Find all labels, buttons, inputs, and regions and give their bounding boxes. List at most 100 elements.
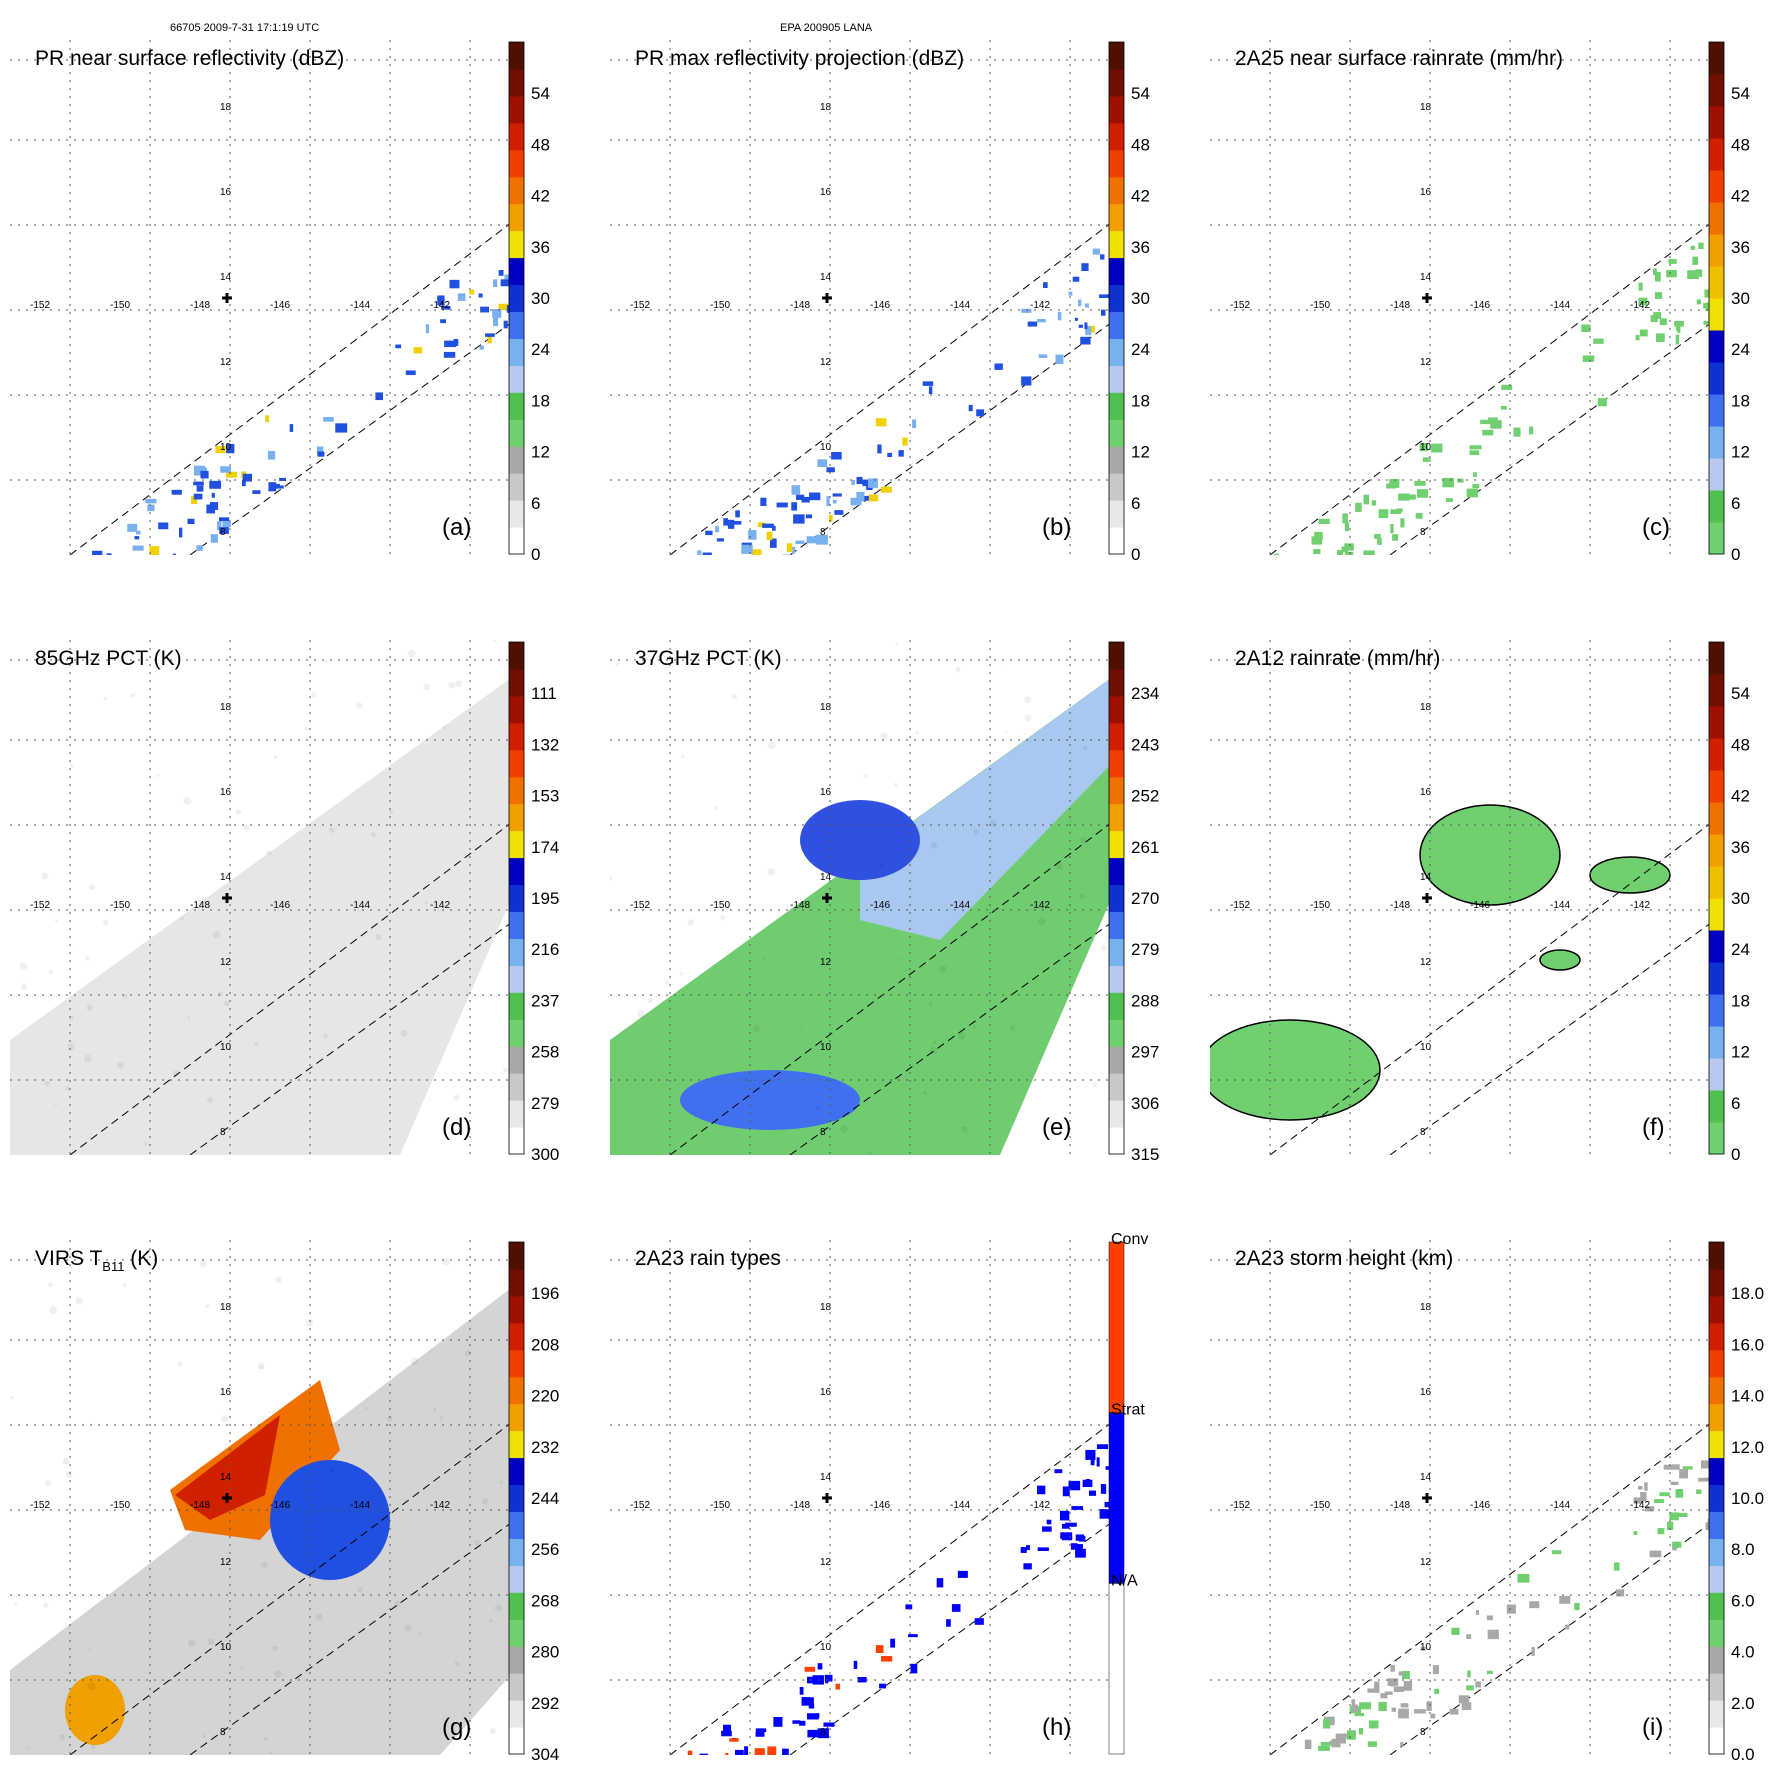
lat-tick-label: 8 xyxy=(1420,527,1426,538)
echo-cell xyxy=(1466,1685,1474,1691)
echo-cell xyxy=(1469,445,1482,450)
texture-dot xyxy=(957,1031,966,1040)
echo-cell xyxy=(1698,1477,1710,1482)
echo-cell xyxy=(1674,321,1684,327)
colorbar-tick-label: 12.0 xyxy=(1731,1438,1764,1457)
storm-center-cross xyxy=(222,293,232,303)
colorbar-frame xyxy=(508,641,525,1155)
echo-cell xyxy=(828,514,833,522)
colorbar-segment xyxy=(509,68,524,97)
texture-dot xyxy=(273,755,278,759)
colorbar-tick-label: 14.0 xyxy=(1731,1387,1764,1406)
echo-cell xyxy=(1078,299,1082,307)
texture-dot xyxy=(442,1258,450,1266)
echo-cell xyxy=(1414,1709,1426,1714)
echo-cell xyxy=(1700,1460,1710,1469)
colorbar-segment xyxy=(1109,419,1124,447)
texture-dot xyxy=(503,1067,508,1073)
colorbar-tick-label: 0 xyxy=(1131,545,1140,564)
echo-cell xyxy=(457,293,466,301)
echo-cell xyxy=(1021,308,1032,313)
colorbar-segment xyxy=(1709,834,1724,867)
echo-cell xyxy=(801,496,810,503)
echo-cell xyxy=(206,504,216,514)
echo-cell xyxy=(171,489,182,495)
echo-cell xyxy=(1061,1535,1073,1541)
echo-cell xyxy=(1692,256,1699,265)
echo-cell xyxy=(1099,294,1111,299)
texture-dot xyxy=(1048,974,1051,978)
colorbar-segment xyxy=(1709,1673,1724,1701)
colorbar-frame xyxy=(1708,641,1725,1155)
panel-content xyxy=(610,643,1115,1155)
echo-cell xyxy=(480,306,489,313)
echo-cell xyxy=(1055,354,1064,364)
lon-tick-label: -142 xyxy=(1630,300,1650,311)
colorbar-segment xyxy=(1709,1242,1724,1270)
echo-cell xyxy=(1371,500,1377,506)
echo-cell xyxy=(210,534,218,543)
echo-cell xyxy=(792,1720,801,1724)
colorbar-tick-label: Strat xyxy=(1111,1402,1145,1419)
echo-cell xyxy=(135,530,141,535)
lon-tick-label: -144 xyxy=(950,900,970,911)
echo-cell xyxy=(1100,254,1105,260)
colorbar-segment xyxy=(509,1673,524,1701)
echo-cell xyxy=(1367,1741,1377,1747)
colorbar-segment xyxy=(1709,738,1724,771)
colorbar-tick-label: 6 xyxy=(1131,494,1140,513)
echo-cell xyxy=(187,518,195,524)
swath-edge-line xyxy=(789,919,1115,1155)
swath-edge-line xyxy=(1389,1519,1715,1755)
panel-title: 2A23 storm height (km) xyxy=(1235,1247,1453,1270)
colorbar-tick-label: 30 xyxy=(531,289,550,308)
texture-dot xyxy=(863,773,868,779)
echo-cell xyxy=(1472,484,1480,489)
colorbar-segment xyxy=(509,1242,524,1270)
echo-cell xyxy=(817,459,828,468)
colorbar-segment xyxy=(1709,1295,1724,1324)
colorbar-tick-label: 0 xyxy=(531,545,540,564)
echo-cell xyxy=(279,477,287,481)
colorbar-tick-label: 12 xyxy=(1131,443,1150,462)
colorbar-segment xyxy=(1709,362,1724,395)
colorbar-segment xyxy=(1109,695,1124,724)
echo-cell xyxy=(1469,450,1480,456)
panel-a: -152 -150 -148 -146 -144 -142 8 10 12 14 16 18 PR ne… xyxy=(10,40,550,564)
texture-dot xyxy=(274,1276,282,1284)
colorbar-tick-label: 252 xyxy=(1131,787,1159,806)
texture-dot xyxy=(86,1004,94,1012)
texture-dot xyxy=(895,643,898,646)
echo-cell xyxy=(504,274,512,284)
texture-dot xyxy=(41,872,49,880)
texture-dot xyxy=(122,1283,127,1287)
echo-cell xyxy=(727,519,735,529)
echo-cell xyxy=(705,530,713,536)
echo-cell xyxy=(850,497,862,506)
echo-cell xyxy=(437,295,445,306)
echo-cell xyxy=(1488,417,1498,422)
echo-cell xyxy=(1551,1550,1562,1555)
colorbar-segment xyxy=(1109,1073,1124,1101)
echo-cell xyxy=(425,324,430,334)
lat-tick-label: 8 xyxy=(1420,1727,1426,1738)
texture-dot xyxy=(220,1415,229,1423)
colorbar-segment xyxy=(509,1295,524,1324)
echo-cell xyxy=(149,546,160,555)
echo-cell xyxy=(441,305,451,310)
colorbar-tick-label: 48 xyxy=(1131,135,1150,154)
texture-dot xyxy=(816,1105,821,1110)
texture-dot xyxy=(205,1304,210,1309)
echo-cell xyxy=(1037,1485,1046,1495)
colorbar-segment xyxy=(509,149,524,178)
texture-dot xyxy=(900,957,903,961)
lon-tick-label: -144 xyxy=(1550,900,1570,911)
texture-dot xyxy=(375,933,382,941)
colorbar-segment xyxy=(1709,1619,1724,1647)
echo-cell xyxy=(856,491,865,502)
colorbar-segment xyxy=(1709,266,1724,299)
echo-cell xyxy=(1677,324,1681,333)
echo-cell xyxy=(1320,1742,1332,1746)
colorbar-tick-label: 16.0 xyxy=(1731,1335,1764,1354)
texture-dot xyxy=(928,1001,933,1007)
